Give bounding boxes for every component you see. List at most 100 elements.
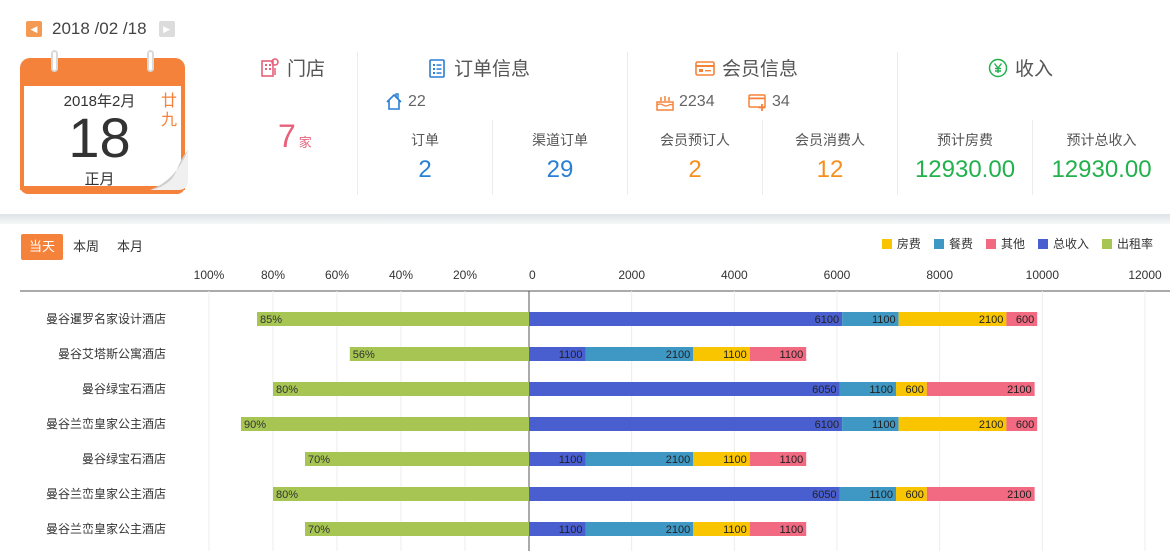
revenue-segment xyxy=(926,382,1035,396)
occupancy-label: 70% xyxy=(308,524,330,536)
segment-label: 6100 xyxy=(815,419,839,431)
right-tick-label: 4000 xyxy=(721,268,748,282)
order-list-icon xyxy=(429,58,445,78)
revenue-segment xyxy=(529,487,840,501)
revenue-segment xyxy=(749,452,807,466)
calendar-lunar-day: 廿九 xyxy=(160,93,177,129)
revenue-segment xyxy=(842,312,899,326)
segment-label: 2100 xyxy=(979,419,1003,431)
occupancy-label: 90% xyxy=(244,419,266,431)
tab-week[interactable]: 本周 xyxy=(73,239,100,254)
order-value: 2 xyxy=(418,156,432,183)
tab-month[interactable]: 本月 xyxy=(117,239,144,254)
legend-room[interactable]: 房费 xyxy=(881,235,921,252)
segment-label: 1100 xyxy=(869,384,893,396)
category-label: 曼谷绿宝石酒店 xyxy=(82,381,166,396)
right-tick-label: 12000 xyxy=(1128,268,1162,282)
calendar-ring-icon xyxy=(147,50,154,72)
revenue-segment xyxy=(693,522,750,536)
segment-label: 1100 xyxy=(559,454,583,466)
occupancy-label: 85% xyxy=(260,314,282,326)
left-tick-label: 100% xyxy=(194,268,225,282)
member-booker-value: 2 xyxy=(688,156,702,183)
calendar-widget: 2018年2月 18 正月 廿九 xyxy=(20,50,188,194)
left-tick-label: 80% xyxy=(261,268,285,282)
orders-title: 订单信息 xyxy=(427,54,530,81)
tab-today[interactable]: 当天 xyxy=(21,234,64,260)
revenue-segment xyxy=(529,522,586,536)
occupancy-bar xyxy=(349,347,529,361)
revenue-segment xyxy=(842,417,899,431)
segment-label: 1100 xyxy=(559,524,583,536)
segment-label: 2100 xyxy=(1007,489,1031,501)
segment-label: 6050 xyxy=(812,384,836,396)
revenue-segment xyxy=(926,487,1035,501)
revenue-segment xyxy=(1006,312,1038,326)
period-tabs: 当天 本周 本月 xyxy=(21,234,153,260)
chart-legend: 房费 餐费 其他 总收入 出租率 xyxy=(869,235,1153,252)
members-title: 会员信息 xyxy=(695,54,798,81)
right-tick-label: 6000 xyxy=(824,268,851,282)
category-label: 曼谷兰峦皇家公主酒店 xyxy=(46,416,166,431)
segment-label: 1100 xyxy=(869,489,893,501)
yuan-icon xyxy=(988,58,1008,77)
calendar-day: 18 xyxy=(68,106,131,169)
calendar-lunar-month: 正月 xyxy=(84,171,115,188)
left-tick-label: 20% xyxy=(453,268,477,282)
revenue-segment xyxy=(898,312,1007,326)
occupancy-label: 56% xyxy=(353,349,375,361)
next-date-button[interactable]: ▶ xyxy=(158,21,175,37)
occupancy-bar xyxy=(305,452,529,466)
segment-label: 600 xyxy=(1016,314,1034,326)
segment-label: 2100 xyxy=(666,349,690,361)
revenue-segment xyxy=(585,522,694,536)
segment-label: 600 xyxy=(905,489,923,501)
room-fee-value: 12930.00 xyxy=(914,156,1016,183)
revenue-segment xyxy=(585,347,694,361)
legend-food[interactable]: 餐费 xyxy=(933,235,973,252)
segment-label: 6050 xyxy=(812,489,836,501)
segment-label: 1100 xyxy=(723,524,747,536)
occupancy-bar xyxy=(305,522,529,536)
category-label: 曼谷暹罗名家设计酒店 xyxy=(46,311,166,326)
segment-label: 1100 xyxy=(780,454,804,466)
legend-occupancy[interactable]: 出租率 xyxy=(1101,235,1153,252)
segment-label: 600 xyxy=(905,384,923,396)
occupancy-bar xyxy=(273,487,529,501)
calendar-ring-icon xyxy=(51,50,58,72)
right-tick-label: 8000 xyxy=(926,268,953,282)
member-card-icon xyxy=(695,60,715,76)
category-label: 曼谷兰峦皇家公主酒店 xyxy=(46,486,166,501)
legend-total[interactable]: 总收入 xyxy=(1037,235,1089,252)
revenue-segment xyxy=(529,382,840,396)
member-consumer-label: 会员消费人 xyxy=(795,132,865,148)
left-tick-label: 40% xyxy=(389,268,413,282)
date-selector: ◀ 2018 /02 /18 ▶ xyxy=(26,18,175,40)
revenue-segment xyxy=(693,347,750,361)
revenue-segment xyxy=(693,452,750,466)
member-booker-label: 会员预订人 xyxy=(660,132,730,148)
right-tick-label: 2000 xyxy=(618,268,645,282)
legend-other[interactable]: 其他 xyxy=(985,235,1025,252)
prev-date-button[interactable]: ◀ xyxy=(26,21,42,37)
new-member-icon xyxy=(748,94,766,111)
occupancy-bar xyxy=(241,417,529,431)
segment-label: 6100 xyxy=(815,314,839,326)
segment-label: 1100 xyxy=(559,349,583,361)
segment-label: 1100 xyxy=(780,349,804,361)
segment-label: 600 xyxy=(1016,419,1034,431)
calendar-year-month: 2018年2月 xyxy=(63,93,136,110)
cake-icon xyxy=(656,96,674,111)
current-date: 2018 /02 /18 xyxy=(52,19,147,38)
order-label: 订单 xyxy=(411,132,439,148)
occupancy-bar xyxy=(273,382,529,396)
store-title: 门店 xyxy=(260,54,325,81)
members-sub-stat-a: 2234 xyxy=(655,92,715,112)
revenue-segment xyxy=(529,452,586,466)
segment-label: 1100 xyxy=(723,454,747,466)
revenue-segment xyxy=(839,487,897,501)
segment-label: 1100 xyxy=(872,419,896,431)
revenue-segment xyxy=(585,452,694,466)
revenue-segment xyxy=(1006,417,1038,431)
orders-sub-stat: 22 xyxy=(384,92,426,112)
